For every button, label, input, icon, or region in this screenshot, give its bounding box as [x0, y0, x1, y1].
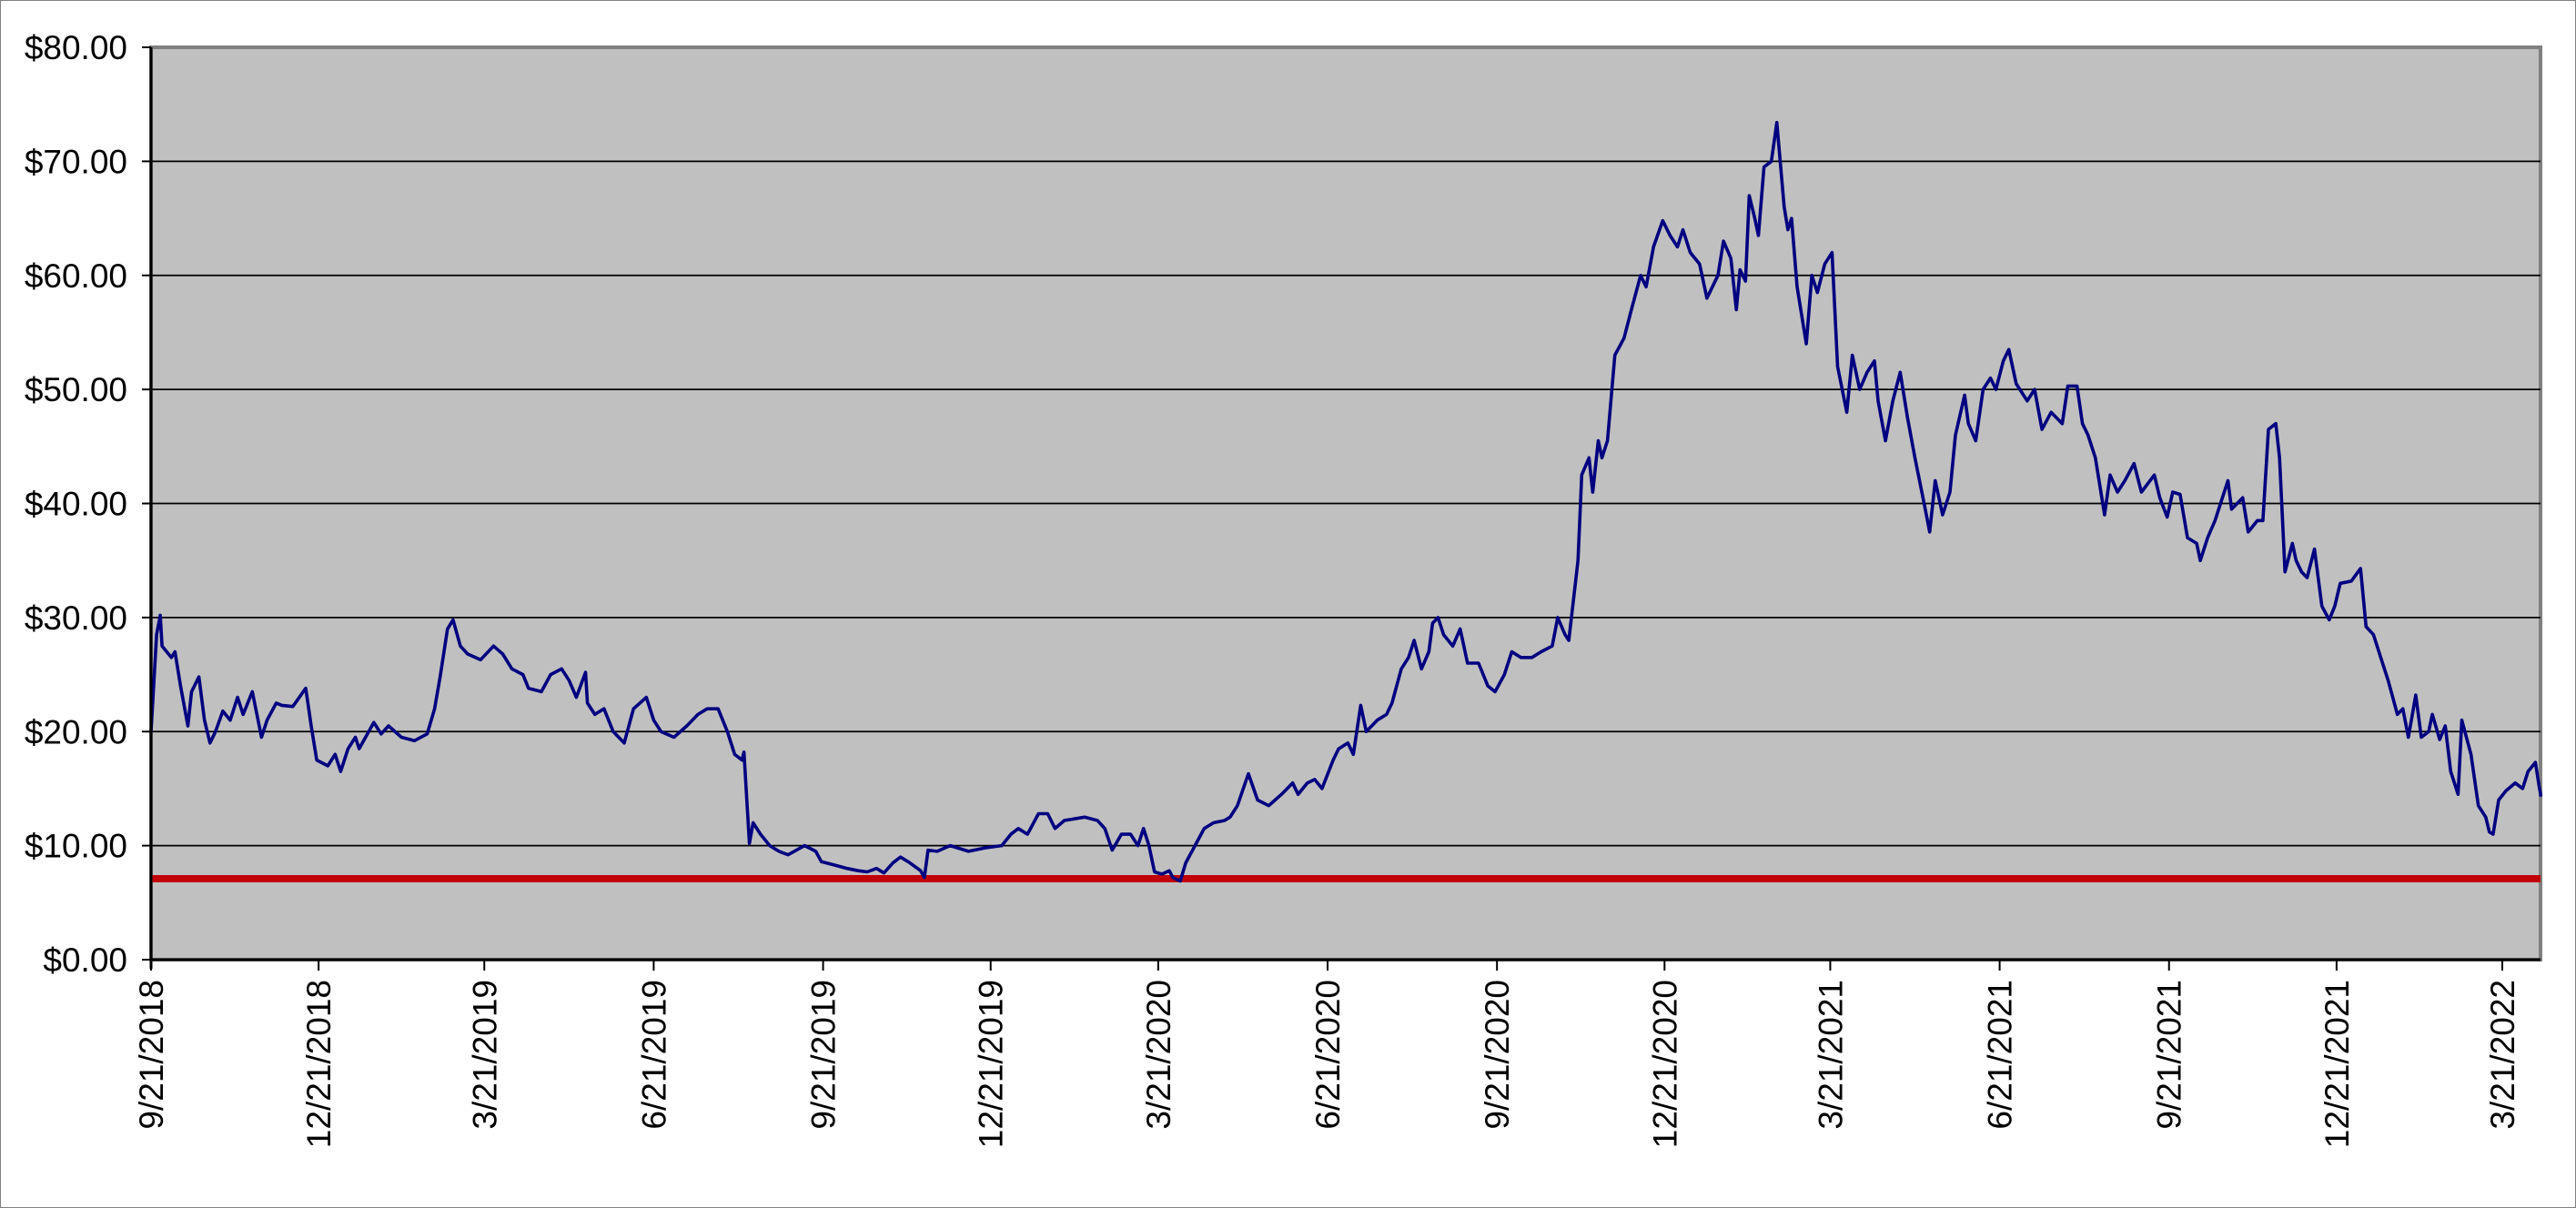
x-tick-label: 3/21/2021: [1812, 980, 1849, 1130]
price-series-line: [149, 120, 2543, 883]
series-group: [149, 120, 2543, 883]
x-tick-label: 6/21/2021: [1982, 980, 2019, 1130]
x-tick-label: 3/21/2020: [1140, 980, 1177, 1130]
x-tick-label: 12/21/2018: [300, 980, 338, 1148]
y-tick-label: $80.00: [25, 29, 127, 66]
x-tick-label: 12/21/2021: [2318, 980, 2356, 1148]
y-tick-label: $70.00: [25, 143, 127, 180]
axes: [142, 46, 2541, 971]
x-axis-labels: 9/21/2018 12/21/2018 3/21/2019 6/21/2019 9/2…: [133, 980, 2521, 1148]
x-tick-label: 3/21/2019: [466, 980, 503, 1130]
y-tick-label: $30.00: [25, 599, 127, 637]
x-tick-label: 9/21/2021: [2151, 980, 2188, 1130]
y-tick-label: $20.00: [25, 713, 127, 750]
y-tick-label: $50.00: [25, 371, 127, 408]
x-tick-label: 3/21/2022: [2484, 980, 2521, 1130]
y-axis-labels: $0.00 $10.00 $20.00 $30.00 $40.00 $50.00 $60.0…: [25, 29, 127, 979]
x-tick-label: 12/21/2020: [1646, 980, 1683, 1148]
y-tick-label: $10.00: [25, 828, 127, 865]
y-tick-label: $60.00: [25, 257, 127, 295]
x-tick-label: 12/21/2019: [973, 980, 1010, 1148]
y-tick-label: $0.00: [43, 941, 127, 979]
x-tick-label: 6/21/2020: [1309, 980, 1347, 1130]
y-tick-label: $40.00: [25, 486, 127, 523]
x-tick-label: 9/21/2019: [805, 980, 843, 1130]
x-tick-label: 9/21/2020: [1479, 980, 1516, 1130]
gridlines: [151, 160, 2541, 847]
x-tick-label: 9/21/2018: [133, 980, 170, 1130]
x-tick-label: 6/21/2019: [635, 980, 672, 1130]
